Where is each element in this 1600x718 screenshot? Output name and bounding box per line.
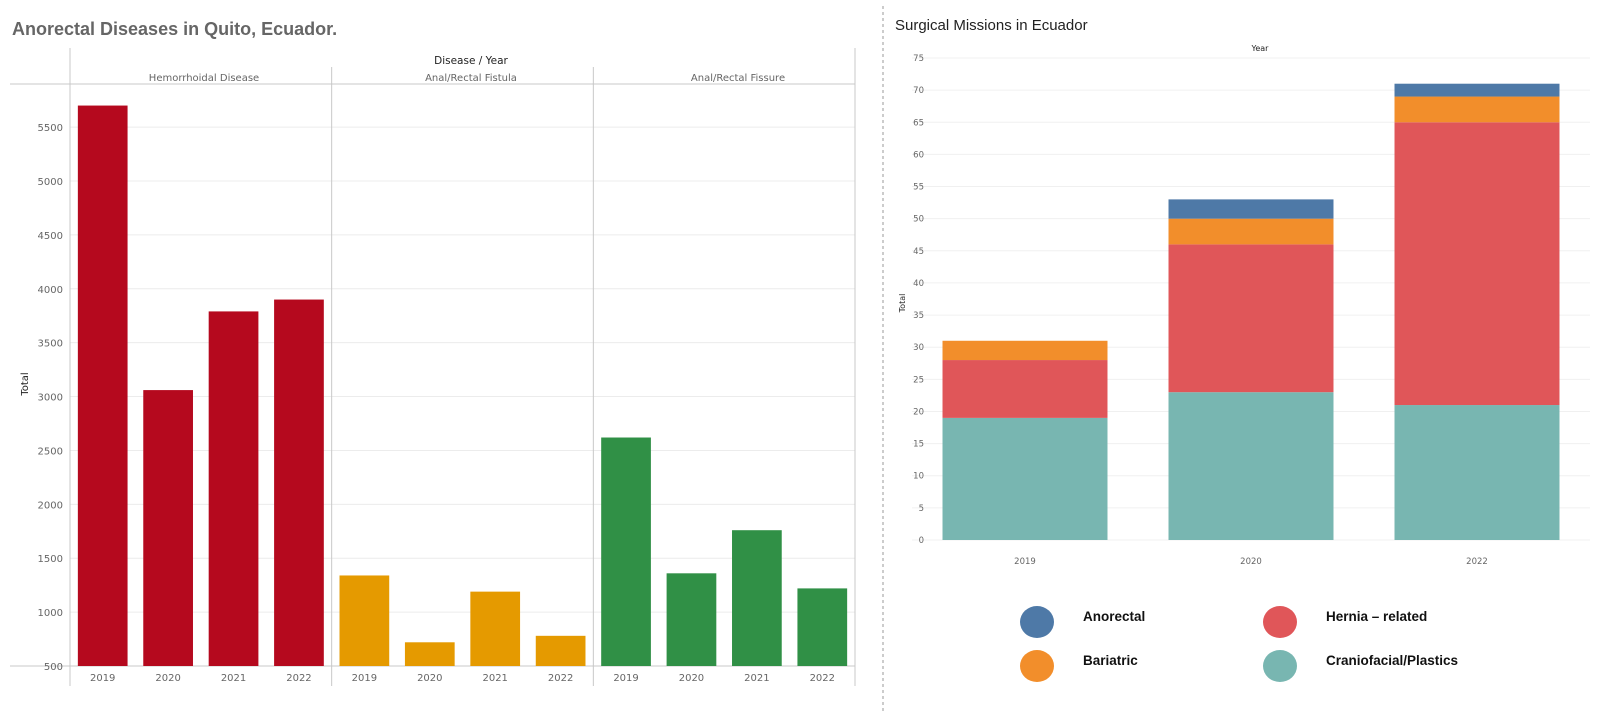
left-bars	[77, 105, 848, 667]
y-tick-label: 2000	[38, 500, 63, 511]
y-tick-label: 4000	[38, 285, 63, 296]
y-tick-label: 65	[913, 118, 924, 128]
x-tick-label: 2022	[1466, 557, 1488, 567]
y-tick-label: 15	[913, 440, 924, 450]
legend-label-bariatric: Bariatric	[1083, 653, 1138, 668]
y-tick-label: 5000	[38, 177, 63, 188]
x-tick-label: 2021	[482, 673, 507, 684]
y-tick-label: 40	[913, 279, 924, 289]
left-chart-header: Disease / Year	[434, 55, 508, 67]
bar-segment-hernia-related-2019	[942, 360, 1108, 418]
y-tick-label: 2500	[38, 446, 63, 457]
bar-segment-hernia-related-2022	[1394, 122, 1560, 406]
bar-anal-rectal-fissure-2022	[797, 588, 848, 666]
bar-segment-anorectal-2022	[1394, 83, 1560, 97]
y-tick-label: 35	[913, 311, 924, 321]
bar-anal-rectal-fissure-2020	[666, 573, 717, 666]
left-y-ticks: 500 1000 1500 2000 2500 3000 3500 4000 4500 5000 5…	[38, 123, 63, 673]
right-chart: Surgical Missions in Ecuador Year Total …	[895, 17, 1590, 682]
bar-hemorrhoidal-disease-2019	[77, 105, 128, 667]
legend-label-hernia-related: Hernia – related	[1326, 609, 1427, 624]
right-chart-title: Surgical Missions in Ecuador	[895, 17, 1088, 34]
bar-segment-craniofacial-plastics-2019	[942, 417, 1108, 540]
y-tick-label: 55	[913, 183, 924, 193]
y-tick-label: 70	[913, 86, 924, 96]
legend-swatch-hernia-related	[1263, 606, 1297, 638]
y-tick-label: 50	[913, 215, 924, 225]
bar-anal-rectal-fistula-2020	[404, 642, 455, 666]
panel-label-fistula: Anal/Rectal Fistula	[425, 73, 517, 84]
right-chart-header: Year	[1251, 44, 1270, 53]
left-chart-title: Anorectal Diseases in Quito, Ecuador.	[12, 19, 337, 39]
y-tick-label: 30	[913, 343, 924, 353]
legend-swatch-bariatric	[1020, 650, 1054, 682]
x-tick-label: 2020	[679, 673, 704, 684]
y-tick-label: 3500	[38, 339, 63, 350]
y-tick-label: 5	[919, 504, 924, 514]
bar-segment-bariatric-2020	[1168, 218, 1334, 245]
x-tick-label: 2021	[744, 673, 769, 684]
x-tick-label: 2020	[417, 673, 442, 684]
x-tick-label: 2019	[1014, 557, 1036, 567]
x-tick-label: 2020	[155, 673, 180, 684]
bar-segment-anorectal-2020	[1168, 199, 1334, 219]
bar-hemorrhoidal-disease-2021	[208, 311, 259, 666]
x-tick-label: 2022	[286, 673, 311, 684]
y-tick-label: 500	[44, 662, 63, 673]
y-tick-label: 20	[913, 407, 924, 417]
left-frame	[10, 48, 856, 686]
y-tick-label: 4500	[38, 231, 63, 242]
x-tick-label: 2021	[221, 673, 246, 684]
y-tick-label: 75	[913, 54, 924, 64]
legend-label-craniofacial-plastics: Craniofacial/Plastics	[1326, 653, 1458, 668]
legend-swatch-anorectal	[1020, 606, 1054, 638]
bar-segment-craniofacial-plastics-2020	[1168, 392, 1334, 540]
bar-segment-craniofacial-plastics-2022	[1394, 405, 1560, 540]
left-chart: Anorectal Diseases in Quito, Ecuador. Di…	[10, 19, 856, 686]
y-tick-label: 1000	[38, 608, 63, 619]
left-y-axis-title: Total	[20, 372, 31, 396]
x-tick-label: 2022	[548, 673, 573, 684]
x-tick-label: 2019	[90, 673, 115, 684]
bar-segment-bariatric-2022	[1394, 96, 1560, 123]
bar-segment-hernia-related-2020	[1168, 244, 1334, 393]
right-x-ticks: 2019 2020 2022	[1014, 557, 1488, 567]
bar-anal-rectal-fissure-2021	[732, 530, 782, 666]
x-tick-label: 2022	[810, 673, 835, 684]
legend-swatch-craniofacial-plastics	[1263, 650, 1297, 682]
legend-label-anorectal: Anorectal	[1083, 609, 1145, 624]
x-tick-label: 2019	[352, 673, 377, 684]
panel-label-fissure: Anal/Rectal Fissure	[691, 73, 785, 84]
panel-label-hemorrhoidal: Hemorrhoidal Disease	[149, 73, 259, 84]
right-y-axis-title: Total	[898, 294, 907, 314]
x-tick-label: 2020	[1240, 557, 1262, 567]
bar-anal-rectal-fissure-2019	[601, 437, 651, 666]
bar-segment-bariatric-2019	[942, 340, 1108, 361]
bar-anal-rectal-fistula-2021	[470, 591, 521, 666]
bar-anal-rectal-fistula-2022	[535, 635, 586, 666]
left-gridlines	[70, 126, 855, 667]
right-y-ticks: 0 5 10 15 20 25 30 35 40 45 50 55 60 65 70 75	[913, 54, 924, 546]
x-tick-label: 2019	[613, 673, 638, 684]
y-tick-label: 1500	[38, 554, 63, 565]
bar-anal-rectal-fistula-2019	[339, 575, 390, 666]
left-x-ticks: 2019 2020 2021 2022 2019 2020 2021 2022 2019 2020…	[90, 673, 835, 684]
y-tick-label: 25	[913, 375, 924, 385]
y-tick-label: 0	[919, 536, 924, 546]
y-tick-label: 5500	[38, 123, 63, 134]
y-tick-label: 60	[913, 150, 924, 160]
y-tick-label: 3000	[38, 393, 63, 404]
bar-hemorrhoidal-disease-2020	[143, 390, 193, 666]
right-bars	[942, 83, 1560, 540]
y-tick-label: 10	[913, 472, 924, 482]
y-tick-label: 45	[913, 247, 924, 257]
legend: Anorectal Hernia – related Bariatric Cranio…	[1020, 606, 1458, 682]
bar-hemorrhoidal-disease-2022	[274, 299, 324, 666]
